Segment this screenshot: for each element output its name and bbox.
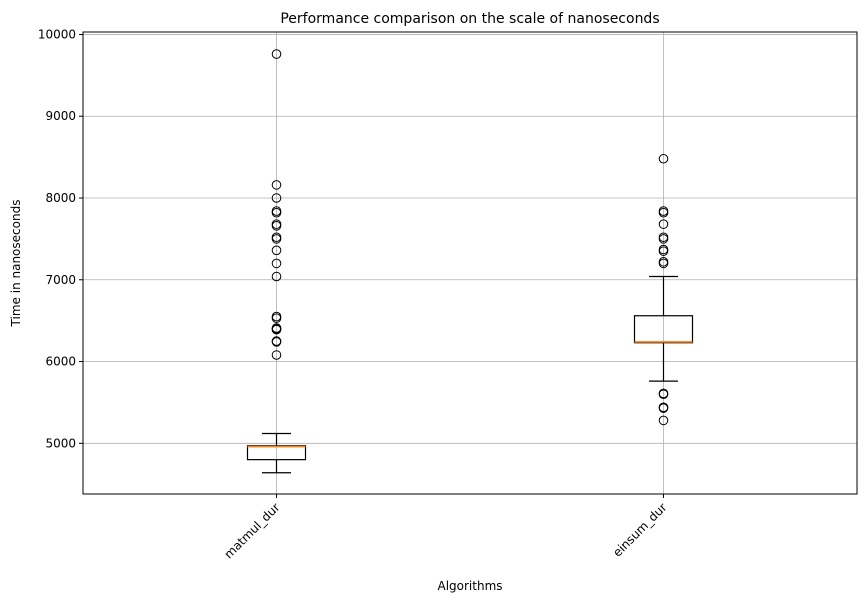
iqr-box (633, 315, 694, 344)
outlier-point (271, 245, 282, 256)
iqr-box (246, 445, 307, 461)
y-tick-label: 8000 (45, 191, 76, 205)
outlier-point (271, 219, 282, 229)
outlier-point (658, 415, 669, 426)
outlier-point (658, 256, 669, 267)
outlier-point (658, 232, 669, 243)
outlier-point (271, 350, 282, 360)
outlier-point (658, 219, 669, 229)
outlier-point (658, 388, 669, 399)
outlier-point (271, 49, 282, 59)
outlier-point (271, 258, 282, 269)
outlier-point (271, 232, 282, 243)
outlier-point (271, 271, 282, 282)
box-matmul_dur (246, 49, 307, 474)
y-axis-label: Time in nanoseconds (9, 200, 23, 328)
y-tick-label: 10000 (38, 27, 76, 41)
grid-lines (83, 32, 857, 494)
y-tick-label: 5000 (45, 436, 76, 450)
outlier-point (271, 323, 282, 333)
x-axis-label: Algorithms (437, 579, 502, 593)
box-series (246, 49, 694, 474)
outlier-point (658, 402, 669, 413)
outlier-point (271, 206, 282, 216)
y-tick-label: 9000 (45, 109, 76, 123)
y-tick-label: 6000 (45, 355, 76, 369)
outlier-point (658, 244, 669, 255)
x-tick-label: matmul_dur (221, 500, 282, 561)
x-tick-label: einsum_dur (610, 500, 669, 559)
outlier-point (271, 311, 282, 322)
y-tick-label: 7000 (45, 273, 76, 287)
outlier-point (271, 336, 282, 346)
axis-ticks: 5000 6000 7000 8000 9000 10000 matmul_dur einsu… (38, 27, 670, 561)
chart-title: Performance comparison on the scale of n… (280, 11, 659, 27)
plot-area-frame (82, 31, 858, 495)
outlier-point (271, 180, 282, 190)
outlier-point (658, 206, 669, 216)
outlier-point (271, 193, 282, 203)
box-einsum_dur (633, 153, 694, 426)
outlier-point (658, 153, 669, 164)
